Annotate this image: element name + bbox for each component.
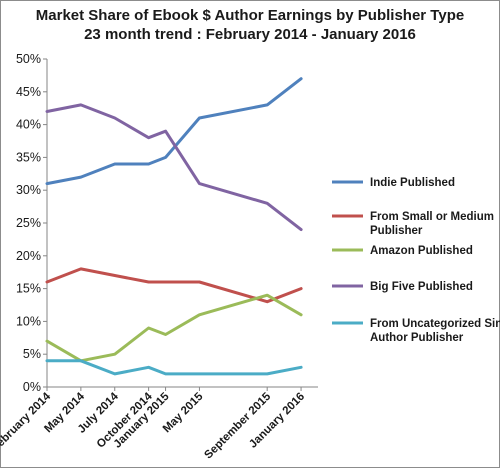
axes <box>43 58 318 391</box>
y-tick-label: 5% <box>23 347 41 361</box>
legend: Indie Published From Small or Medium Publi… <box>332 177 500 344</box>
y-tick-label: 15% <box>16 282 41 296</box>
y-tick-label: 0% <box>23 380 41 394</box>
series-line-1 <box>45 77 303 186</box>
series-line-4 <box>45 103 303 232</box>
chart-title-line-1: Market Share of Ebook $ Author Earnings … <box>35 7 465 24</box>
y-tick-label: 30% <box>16 183 41 197</box>
legend-label: Indie Published <box>370 177 455 189</box>
series-line-5 <box>45 359 303 376</box>
legend-label: Amazon Published <box>370 245 473 257</box>
legend-label: From Uncategorized Single-Author Publish… <box>370 318 500 344</box>
y-tick-label: 20% <box>16 249 41 263</box>
y-tick-label: 40% <box>16 118 41 132</box>
tick-labels: 0%5%10%15%20%25%30%35%40%45%50%February … <box>0 52 307 462</box>
y-tick-label: 35% <box>16 150 41 164</box>
series-line-3 <box>45 293 303 363</box>
y-tick-label: 10% <box>16 314 41 328</box>
y-tick-label: 50% <box>16 52 41 66</box>
legend-label: Big Five Published <box>370 281 473 293</box>
legend-label: From Small or Medium Publisher <box>370 211 494 237</box>
chart-title-line-2: 23 month trend : February 2014 - January… <box>84 26 416 43</box>
chart-title: Market Share of Ebook $ Author Earnings … <box>0 6 500 44</box>
y-tick-label: 45% <box>16 85 41 99</box>
series-lines <box>45 77 303 376</box>
y-tick-label: 25% <box>16 216 41 230</box>
